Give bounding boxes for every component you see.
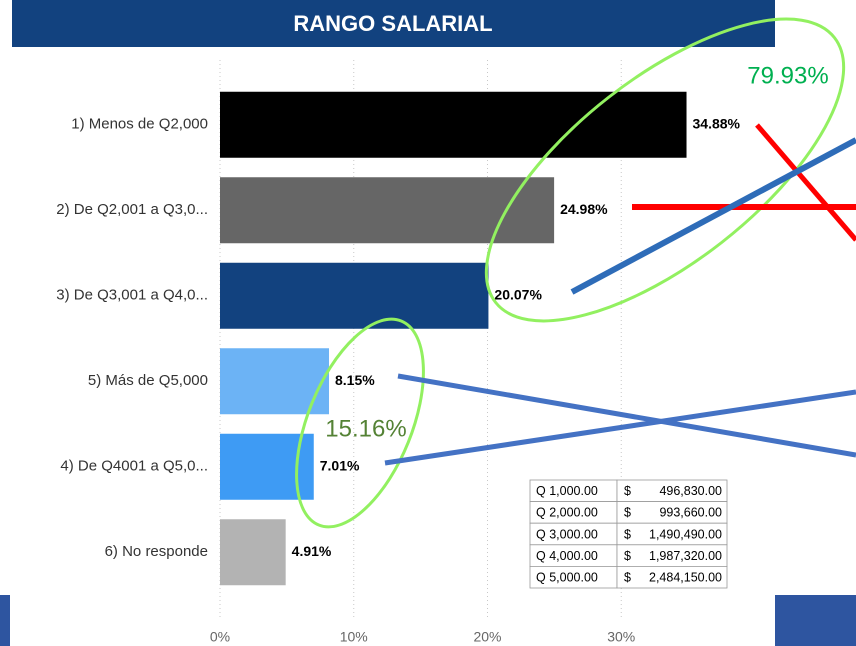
value-label: 4.91% [292, 543, 332, 559]
annotation: 15.16% [325, 415, 406, 442]
value-label: 20.07% [494, 286, 542, 302]
x-tick-label: 20% [473, 629, 501, 645]
table-text: Q 4,000.00 [536, 549, 598, 563]
y-tick-label: 1) Menos de Q2,000 [71, 116, 208, 133]
blue-line [397, 373, 856, 458]
table-text: $ [624, 570, 631, 584]
table-text: $ [624, 506, 631, 520]
table-text: $ [624, 549, 631, 563]
table-text: 1,987,320.00 [649, 549, 722, 563]
value-label: 7.01% [320, 457, 360, 473]
table-text: Q 2,000.00 [536, 506, 598, 520]
highlight-ellipse [295, 317, 425, 529]
table-text: 993,660.00 [659, 506, 722, 520]
x-tick-label: 10% [340, 629, 368, 645]
annotation: 79.93% [747, 62, 828, 89]
table-text: 496,830.00 [659, 484, 722, 498]
blue-line [384, 389, 856, 466]
decor-block [0, 595, 10, 646]
value-label: 24.98% [560, 201, 608, 217]
table-text: Q 5,000.00 [536, 570, 598, 584]
table-text: 2,484,150.00 [649, 570, 722, 584]
value-label: 34.88% [693, 115, 741, 131]
red-line [755, 123, 856, 242]
y-tick-label: 3) De Q3,001 a Q4,0... [56, 287, 208, 304]
table-text: 1,490,490.00 [649, 527, 722, 541]
chart-title: RANGO SALARIAL [293, 11, 492, 36]
bar [220, 519, 286, 586]
y-tick-label: 2) De Q2,001 a Q3,0... [56, 201, 208, 218]
table-text: Q 1,000.00 [536, 484, 598, 498]
y-tick-label: 4) De Q4001 a Q5,0... [60, 458, 208, 475]
title-band [12, 0, 775, 47]
y-tick-label: 6) No responde [105, 543, 208, 560]
blue-line [570, 137, 856, 295]
bar [220, 177, 555, 244]
value-label: 8.15% [335, 372, 375, 388]
table-text: $ [624, 527, 631, 541]
bar [220, 262, 489, 329]
x-tick-label: 30% [607, 629, 635, 645]
decor-block [775, 595, 856, 646]
x-tick-label: 0% [210, 629, 230, 645]
bar [220, 91, 687, 158]
highlight-ellipse [484, 17, 846, 323]
y-tick-label: 5) Más de Q5,000 [88, 372, 208, 389]
table-text: Q 3,000.00 [536, 527, 598, 541]
table-text: $ [624, 484, 631, 498]
table-cell [616, 566, 728, 589]
